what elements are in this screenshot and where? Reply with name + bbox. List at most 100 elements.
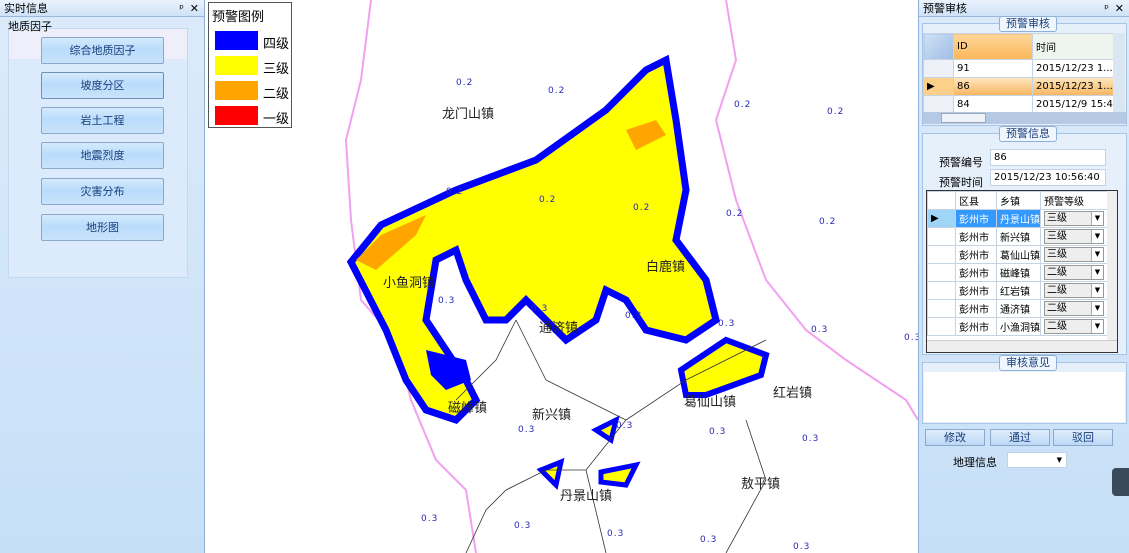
cell-town: 红岩镇 xyxy=(996,281,1041,300)
close-icon[interactable]: ✕ xyxy=(1114,2,1124,15)
panel-title: 实时信息 ᵖ ✕ xyxy=(0,0,204,17)
geotech-button[interactable]: 岩土工程 xyxy=(41,107,164,134)
grid-corner xyxy=(923,33,954,60)
town-label: 敖平镇 xyxy=(741,477,781,492)
review-grid[interactable]: ID 时间 91 2015/12/23 1... ▶ 86 2015/12/23 1..… xyxy=(923,33,1116,115)
table-row[interactable]: 彭州市 红岩镇 二级 ▼ xyxy=(927,281,1113,300)
warning-id-label: 预警编号 xyxy=(939,156,983,169)
table-row[interactable]: 彭州市 磁峰镇 二级 ▼ xyxy=(927,263,1113,282)
value-label: 0.3 xyxy=(616,421,634,431)
value-label: 0.3 xyxy=(718,319,736,329)
geo-info-select[interactable]: ▼ xyxy=(1007,452,1067,468)
modify-button[interactable]: 修改 xyxy=(925,429,985,446)
reject-button[interactable]: 驳回 xyxy=(1053,429,1113,446)
town-label: 磁峰镇 xyxy=(448,401,488,416)
pin-icon[interactable]: ᵖ xyxy=(1104,2,1109,15)
column-header-id[interactable]: ID xyxy=(953,33,1033,60)
table-row[interactable]: 84 2015/12/9 15:42 xyxy=(923,95,1116,114)
scroll-thumb[interactable] xyxy=(941,113,986,123)
value-label: 0.3 xyxy=(793,542,811,552)
town-label: 红岩镇 xyxy=(773,386,813,401)
cell-town: 葛仙山镇 xyxy=(996,245,1041,264)
terrain-button[interactable]: 地形图 xyxy=(41,214,164,241)
row-pointer-icon: ▶ xyxy=(923,77,954,96)
close-icon[interactable]: ✕ xyxy=(189,2,199,15)
warning-id-field[interactable]: 86 xyxy=(990,149,1106,166)
value-label: 0.2 xyxy=(734,100,752,110)
value-label: 0.3 xyxy=(514,521,532,531)
chevron-down-icon: ▼ xyxy=(1091,284,1103,297)
pin-icon[interactable]: ᵖ xyxy=(179,2,184,15)
legend-label: 二级 xyxy=(263,87,290,102)
level-select[interactable]: 二级 ▼ xyxy=(1044,301,1104,316)
panel-title-text: 实时信息 xyxy=(4,2,48,15)
composite-factor-button[interactable]: 综合地质因子 xyxy=(41,37,164,64)
warning-zone-level2 xyxy=(356,215,426,270)
chevron-down-icon: ▼ xyxy=(1091,302,1103,315)
town-boundary xyxy=(455,319,767,553)
value-label: 0.2 xyxy=(446,187,464,197)
cell-town: 新兴镇 xyxy=(996,227,1041,246)
horizontal-scrollbar[interactable] xyxy=(923,112,1126,124)
level-select[interactable]: 二级 ▼ xyxy=(1044,265,1104,280)
row-pointer-icon: ▶ xyxy=(927,209,956,228)
column-header-level[interactable]: 预警等级 xyxy=(1040,191,1113,210)
chevron-down-icon: ▼ xyxy=(1091,248,1103,261)
county-boundary xyxy=(714,0,918,421)
cell-town: 磁峰镇 xyxy=(996,263,1041,282)
legend-title: 预警图例 xyxy=(212,10,265,25)
level-select[interactable]: 二级 ▼ xyxy=(1044,319,1104,334)
table-row[interactable]: 彭州市 葛仙山镇 三级 ▼ xyxy=(927,245,1113,264)
level-select[interactable]: 三级 ▼ xyxy=(1044,211,1104,226)
value-label: 0.3 xyxy=(700,535,718,545)
approve-button[interactable]: 通过 xyxy=(990,429,1050,446)
table-row[interactable]: 彭州市 新兴镇 三级 ▼ xyxy=(927,227,1113,246)
panel-title-text: 预警审核 xyxy=(923,2,967,15)
level-select[interactable]: 三级 ▼ xyxy=(1044,247,1104,262)
column-header-time[interactable]: 时间 xyxy=(1032,33,1116,60)
seismic-button[interactable]: 地震烈度 xyxy=(41,142,164,169)
vertical-scrollbar[interactable] xyxy=(1113,33,1125,115)
value-label: 0.2 xyxy=(548,86,566,96)
group-title: 地质因子 xyxy=(8,20,52,33)
review-opinion-section: 审核意见 xyxy=(922,355,1127,424)
town-warning-grid[interactable]: 区县 乡镇 预警等级 ▶ 彭州市 丹景山镇 三级 ▼ 彭州市 新兴镇 三级 ▼ 彭州市 葛仙山镇 三级… xyxy=(926,190,1118,353)
section-title: 预警审核 xyxy=(999,16,1057,32)
value-label: 0.3 xyxy=(811,325,829,335)
cell-time: 2015/12/23 1... xyxy=(1032,77,1116,96)
disaster-button[interactable]: 灾害分布 xyxy=(41,178,164,205)
warning-review-panel: 预警审核 ᵖ ✕ 预警审核 ID 时间 91 2015/12/23 1... ▶ 86 20… xyxy=(918,0,1129,553)
panel-title: 预警审核 ᵖ ✕ xyxy=(919,0,1129,17)
level-select[interactable]: 三级 ▼ xyxy=(1044,229,1104,244)
cell-county: 彭州市 xyxy=(955,209,997,228)
warning-info-section: 预警信息 预警编号 86 预警时间 2015/12/23 10:56:40 区县… xyxy=(922,126,1127,355)
warning-zone-level2 xyxy=(626,120,666,150)
map-canvas[interactable]: 预警图例 四级 三级 二级 一级 龙门山镇 小鱼洞镇 通济镇 白鹿镇 磁峰镇 新… xyxy=(206,0,918,553)
cell-town: 小渔洞镇 xyxy=(996,317,1041,336)
warning-time-field[interactable]: 2015/12/23 10:56:40 xyxy=(990,169,1106,186)
table-row-selected[interactable]: ▶ 86 2015/12/23 1... xyxy=(923,77,1116,96)
cell-town: 丹景山镇 xyxy=(996,209,1041,228)
table-row-selected[interactable]: ▶ 彭州市 丹景山镇 三级 ▼ xyxy=(927,209,1113,228)
warning-zone-level3 xyxy=(346,54,720,425)
value-label: 0.3 xyxy=(904,333,918,343)
value-label: 0.2 xyxy=(539,195,557,205)
legend-label: 三级 xyxy=(263,62,290,77)
table-row[interactable]: 彭州市 小渔洞镇 二级 ▼ xyxy=(927,317,1113,336)
value-label: 0.2 xyxy=(456,78,474,88)
review-opinion-textarea[interactable] xyxy=(924,372,1125,422)
warning-zone-level3 xyxy=(677,336,770,398)
table-row[interactable]: 91 2015/12/23 1... xyxy=(923,59,1116,78)
slope-zone-button[interactable]: 坡度分区 xyxy=(41,72,164,99)
warning-zone-level3 xyxy=(598,461,641,488)
column-header-town[interactable]: 乡镇 xyxy=(996,191,1041,210)
vertical-scrollbar[interactable] xyxy=(1107,191,1117,341)
level-select[interactable]: 二级 ▼ xyxy=(1044,283,1104,298)
column-header-county[interactable]: 区县 xyxy=(955,191,997,210)
cell-id: 86 xyxy=(953,77,1033,96)
horizontal-scrollbar[interactable] xyxy=(927,340,1117,352)
side-tool-tab[interactable] xyxy=(1112,468,1129,496)
value-label: 0.2 xyxy=(827,107,845,117)
geo-info-label: 地理信息 xyxy=(953,456,997,469)
table-row[interactable]: 彭州市 通济镇 二级 ▼ xyxy=(927,299,1113,318)
